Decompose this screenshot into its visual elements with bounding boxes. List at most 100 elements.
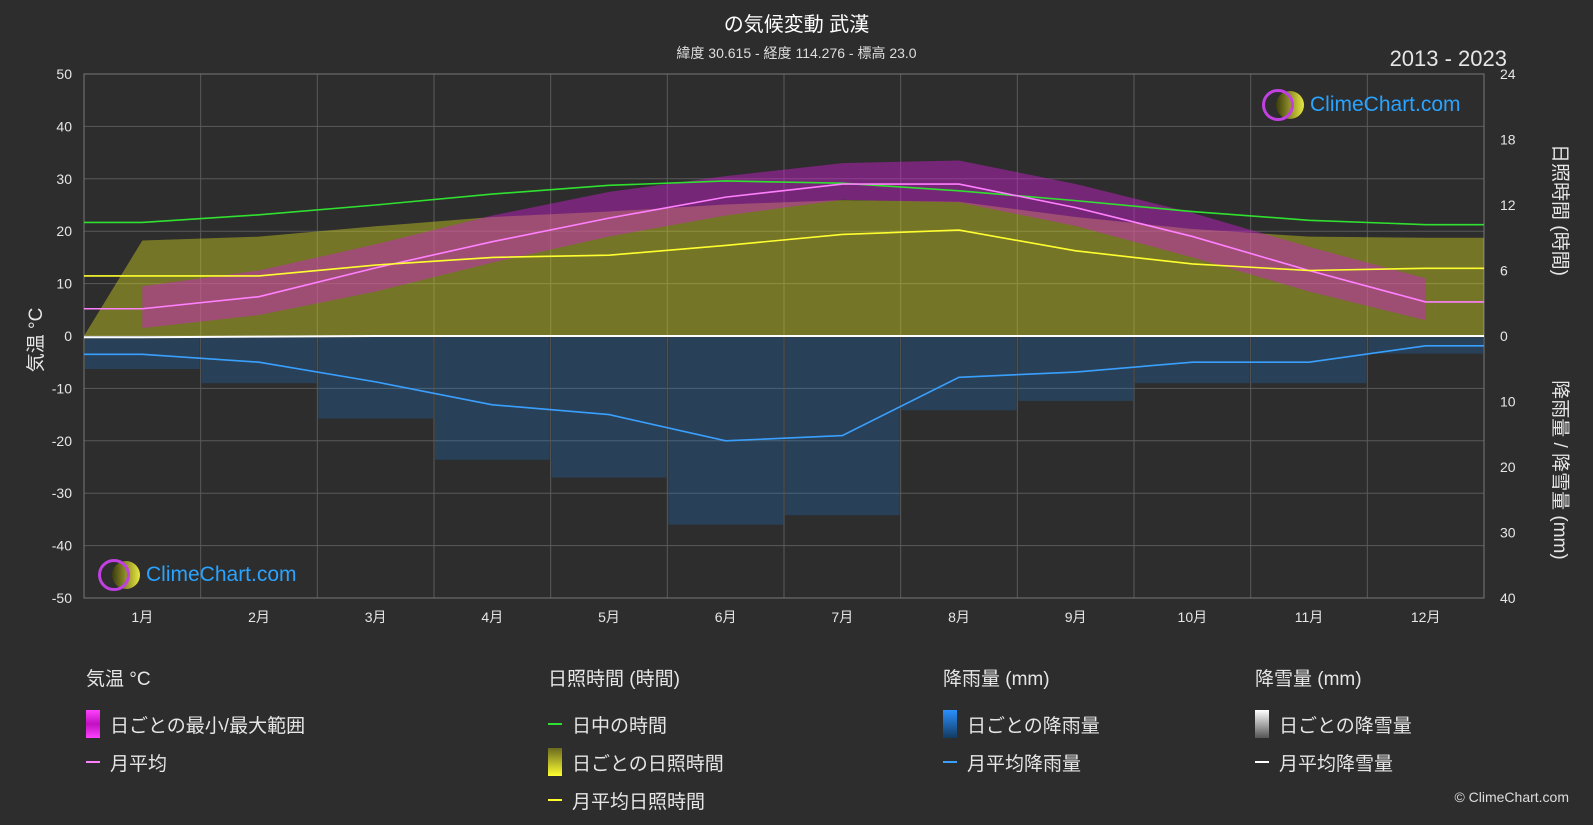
legend-rain-avg: 月平均降雨量 — [967, 753, 1082, 775]
snow-swatch — [1255, 710, 1269, 738]
rain-bar — [785, 336, 900, 516]
month-tick-label: 11月 — [1295, 609, 1324, 625]
legend-temp-range-row: 日ごとの最小/最大範囲 — [86, 705, 305, 743]
right-bottom-axis-label: 降雨量 / 降雪量 (mm) — [1549, 380, 1571, 559]
legend-temp: 気温 °C 日ごとの最小/最大範囲 月平均 — [86, 664, 305, 781]
legend-sun-head: 日照時間 (時間) — [548, 669, 680, 690]
left-tick-label: 20 — [56, 223, 72, 239]
sunshine-avg-swatch — [548, 799, 562, 801]
temp-range-area — [142, 160, 1426, 329]
legend-snow: 降雪量 (mm) 日ごとの降雪量 月平均降雪量 — [1255, 664, 1412, 781]
logo-bottom: ClimeChart.com — [98, 559, 297, 591]
series-lines — [84, 180, 1484, 442]
copyright: © ClimeChart.com — [1454, 789, 1569, 805]
left-tick-label: -20 — [52, 433, 72, 449]
left-tick-label: -30 — [52, 485, 72, 501]
rain-swatch — [943, 710, 957, 738]
right-top-tick-label: 0 — [1500, 328, 1508, 344]
chart-subtitle: 緯度 30.615 - 経度 114.276 - 標高 23.0 — [676, 45, 917, 61]
legend-sunshine-avg-row: 月平均日照時間 — [548, 781, 724, 819]
daylight-swatch — [548, 723, 562, 725]
logo-text: ClimeChart.com — [1310, 93, 1461, 116]
rain-bar — [668, 336, 783, 525]
right-top-tick-label: 18 — [1500, 132, 1516, 148]
left-tick-label: 50 — [56, 66, 72, 82]
tick-labels: 50 40 30 20 10 0 -10 -20 -30 -40 -50 24 18 12 6 0 10 20 30… — [52, 66, 1516, 625]
legend-temp-head: 気温 °C — [86, 669, 151, 690]
logo-ring-icon — [1262, 89, 1294, 121]
legend-temp-avg-row: 月平均 — [86, 743, 305, 781]
month-tick-label: 3月 — [365, 609, 387, 625]
left-tick-label: 40 — [56, 118, 72, 134]
legend-rain: 日ごとの降雨量 — [967, 715, 1100, 737]
climate-chart: 50 40 30 20 10 0 -10 -20 -30 -40 -50 24 18 12 6 0 10 20 30… — [25, 66, 1571, 625]
month-tick-label: 6月 — [715, 609, 737, 625]
legend-snow-head: 降雪量 (mm) — [1255, 669, 1362, 690]
rain-avg-line — [84, 345, 1484, 442]
rain-bar — [1251, 336, 1367, 384]
logo-text: ClimeChart.com — [146, 563, 297, 586]
left-tick-label: 10 — [56, 276, 72, 292]
logo-ring-icon — [98, 559, 130, 591]
snow-avg-swatch — [1255, 761, 1269, 763]
legend-daylight: 日中の時間 — [572, 715, 668, 737]
month-tick-label: 12月 — [1411, 609, 1441, 625]
right-bottom-tick-label: 20 — [1500, 459, 1516, 475]
legend-rain: 降雨量 (mm) 日ごとの降雨量 月平均降雨量 — [943, 664, 1100, 781]
data-bands — [84, 160, 1484, 525]
legend-snow: 日ごとの降雪量 — [1279, 715, 1412, 737]
rain-bar — [85, 336, 200, 370]
year-range: 2013 - 2023 — [1389, 46, 1507, 71]
temp-avg-line — [84, 183, 1484, 310]
month-tick-label: 9月 — [1065, 609, 1087, 625]
chart-title: の気候変動 武漢 — [723, 14, 870, 36]
month-tick-label: 1月 — [131, 609, 153, 625]
right-bottom-tick-label: 40 — [1500, 590, 1516, 606]
legend-rain-head: 降雨量 (mm) — [943, 669, 1050, 690]
left-tick-label: 0 — [64, 328, 72, 344]
snow-avg-line — [84, 335, 1484, 339]
legend-rain-avg-row: 月平均降雨量 — [943, 743, 1100, 781]
plot-area — [84, 74, 1508, 608]
left-tick-label: -50 — [52, 590, 72, 606]
month-tick-label: 7月 — [831, 609, 853, 625]
rain-bar — [318, 336, 433, 419]
left-axis-label: 気温 °C — [25, 308, 47, 373]
legend-temp-avg: 月平均 — [110, 753, 168, 775]
month-tick-label: 2月 — [248, 609, 270, 625]
rain-bar — [1135, 336, 1250, 384]
temp-avg-swatch — [86, 761, 100, 763]
legend-temp-range: 日ごとの最小/最大範囲 — [110, 715, 306, 737]
rain-bar — [551, 336, 667, 478]
legend-rain-row: 日ごとの降雨量 — [943, 705, 1100, 743]
logo-top: ClimeChart.com — [1262, 89, 1461, 121]
legend-sunshine-row: 日ごとの日照時間 — [548, 743, 724, 781]
legend-daylight-row: 日中の時間 — [548, 705, 724, 743]
month-tick-label: 10月 — [1178, 609, 1208, 625]
legend-sunshine: 日ごとの日照時間 — [572, 753, 724, 775]
month-tick-label: 5月 — [598, 609, 620, 625]
right-bottom-tick-label: 30 — [1500, 525, 1516, 541]
right-top-tick-label: 6 — [1500, 263, 1508, 279]
right-bottom-tick-label: 10 — [1500, 394, 1516, 410]
rain-avg-swatch — [943, 761, 957, 763]
month-tick-label: 4月 — [481, 609, 503, 625]
month-tick-label: 8月 — [948, 609, 970, 625]
legend-sun: 日照時間 (時間) 日中の時間 日ごとの日照時間 月平均日照時間 — [548, 664, 724, 819]
rain-bar — [901, 336, 1017, 411]
legend-snow-avg: 月平均降雪量 — [1279, 753, 1394, 775]
legend-snow-avg-row: 月平均降雪量 — [1255, 743, 1412, 781]
sunshine-avg-line — [84, 229, 1484, 277]
sunshine-area — [84, 200, 1484, 336]
right-top-tick-label: 12 — [1500, 197, 1516, 213]
left-tick-label: -10 — [52, 380, 72, 396]
legend-snow-row: 日ごとの降雪量 — [1255, 705, 1412, 743]
temp-range-swatch — [86, 710, 100, 738]
rain-bar — [435, 336, 550, 460]
legend-sunshine-avg: 月平均日照時間 — [572, 791, 706, 813]
left-tick-label: -40 — [52, 538, 72, 554]
left-tick-label: 30 — [56, 171, 72, 187]
right-top-axis-label: 日照時間 (時間) — [1549, 144, 1571, 276]
daylight-line — [84, 180, 1484, 226]
right-top-tick-label: 24 — [1500, 66, 1516, 82]
